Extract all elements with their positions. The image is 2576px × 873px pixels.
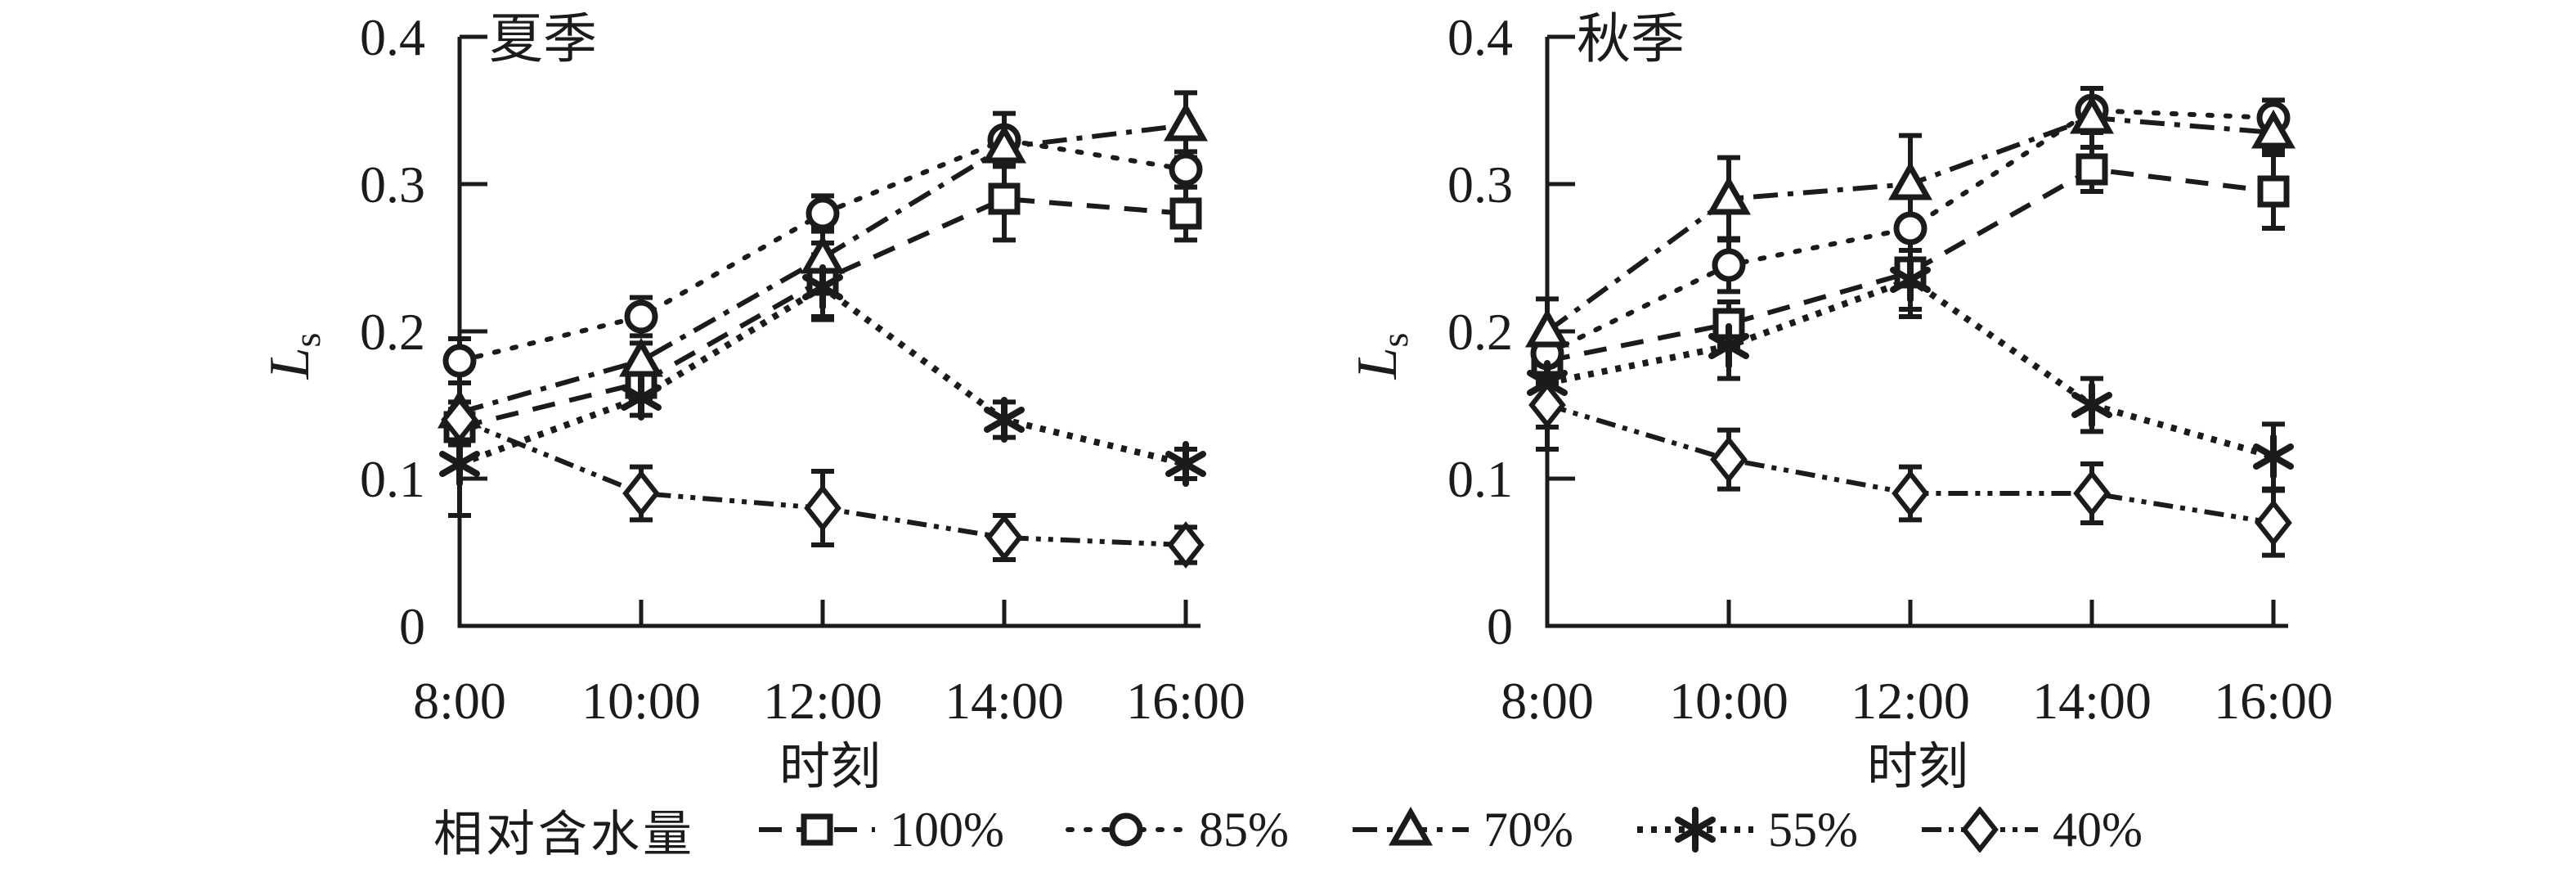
legend-key-diamond-icon xyxy=(1921,807,2038,853)
y-tick-label: 0.2 xyxy=(360,303,425,361)
y-tick-label: 0.4 xyxy=(360,8,425,66)
series-line-70% xyxy=(459,123,1187,415)
x-tick-label: 8:00 xyxy=(1501,672,1594,730)
x-tick-label: 10:00 xyxy=(1669,672,1788,730)
x-axis-label: 时刻 xyxy=(1867,740,1968,795)
panel-title: 秋季 xyxy=(1577,10,1685,70)
legend-key-circle-icon xyxy=(1066,812,1187,847)
panel-autumn: 0 0.1 0.2 0.3 0.4 8:00 10:00 12:00 14:00 16:00 秋季 L… xyxy=(1346,8,2333,795)
series-markers-70% xyxy=(1524,94,2296,348)
series-markers-40% xyxy=(441,396,1205,569)
x-tick-label: 14:00 xyxy=(2032,672,2152,730)
y-tick-label: 0 xyxy=(399,597,425,655)
y-tick-label: 0.1 xyxy=(1447,450,1513,508)
legend: 相对含水量 100% 85% 70% 55% 40% xyxy=(0,792,2576,867)
legend-item-40pct: 40% xyxy=(1919,802,2143,858)
y-tick-label: 0.3 xyxy=(360,155,425,214)
x-tick-label: 8:00 xyxy=(413,672,506,730)
error-bars-40% xyxy=(1536,358,2285,558)
series-markers-55% xyxy=(439,264,1206,487)
y-tick-label: 0.3 xyxy=(1447,155,1513,214)
axes: 0 0.1 0.2 0.3 0.4 8:00 10:00 12:00 14:00 16:00 xyxy=(1447,8,2333,730)
x-tick-label: 14:00 xyxy=(945,672,1064,730)
y-tick-label: 0.4 xyxy=(1447,8,1513,66)
y-tick-label: 0 xyxy=(1487,597,1513,655)
legend-key-triangle-icon xyxy=(1353,807,1469,846)
legend-item-label: 100% xyxy=(890,802,1005,857)
series-markers-55% xyxy=(1527,257,2294,479)
legend-item-85pct: 85% xyxy=(1065,802,1289,858)
x-tick-label: 12:00 xyxy=(1851,672,1970,730)
y-tick-label: 0.2 xyxy=(1447,303,1513,361)
panel-title: 夏季 xyxy=(489,10,597,70)
legend-item-70pct: 70% xyxy=(1349,802,1573,858)
x-tick-label: 16:00 xyxy=(2214,672,2333,730)
x-tick-label: 10:00 xyxy=(581,672,701,730)
panel-summer: 0 0.1 0.2 0.3 0.4 8:00 10:00 12:00 14:00 16:00 夏季 L… xyxy=(258,8,1245,795)
series-markers-40% xyxy=(1528,381,2292,547)
series-line-100% xyxy=(1546,166,2274,363)
legend-title: 相对含水量 xyxy=(433,807,696,862)
legend-item-label: 70% xyxy=(1483,802,1573,857)
legend-item-label: 55% xyxy=(1767,802,1858,857)
series-line-85% xyxy=(1545,107,2276,356)
axes: 0 0.1 0.2 0.3 0.4 8:00 10:00 12:00 14:00 16:00 xyxy=(360,8,1245,730)
x-tick-label: 16:00 xyxy=(1126,672,1245,730)
error-bars-40% xyxy=(448,399,1197,565)
legend-item-55pct: 55% xyxy=(1634,802,1858,858)
y-tick-label: 0.1 xyxy=(360,450,425,508)
legend-key-square-icon xyxy=(759,813,876,846)
x-axis-label: 时刻 xyxy=(779,740,881,795)
y-axis-label: Ls xyxy=(1346,333,1416,380)
legend-item-label: 85% xyxy=(1199,802,1289,857)
legend-item-100pct: 100% xyxy=(756,802,1004,858)
legend-item-label: 40% xyxy=(2052,802,2143,857)
y-axis-label: Ls xyxy=(258,333,328,380)
x-tick-label: 12:00 xyxy=(763,672,882,730)
figure-canvas: 0 0.1 0.2 0.3 0.4 8:00 10:00 12:00 14:00 16:00 夏季 L… xyxy=(258,8,2333,795)
legend-key-asterisk-icon xyxy=(1636,807,1753,853)
